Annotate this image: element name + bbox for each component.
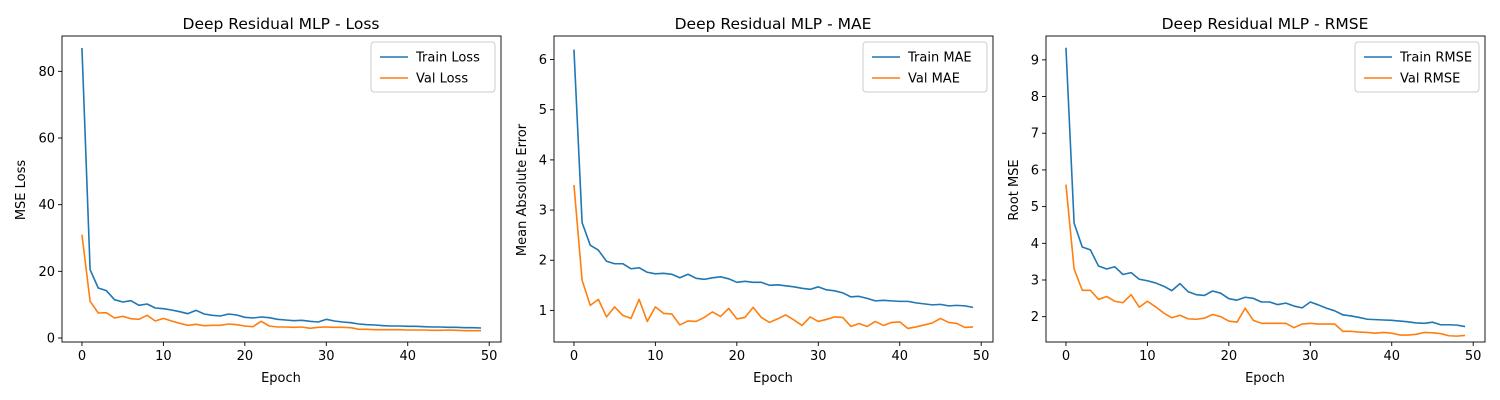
mae-legend: Train MAE Val MAE (862, 41, 988, 93)
mae-y-tick-label: 6 (539, 53, 547, 68)
rmse-x-tick-label: 0 (1062, 349, 1070, 364)
loss-legend-entry: Val Loss (416, 72, 468, 87)
rmse-legend-box (1354, 41, 1480, 93)
loss-chart-panel: Deep Residual MLP - Loss Epoch MSE Loss … (14, 15, 502, 386)
loss-axes-frame (61, 35, 502, 343)
rmse-y-tick-label: 2 (1031, 310, 1039, 325)
loss-x-tick-label: 40 (399, 349, 416, 364)
rmse-y-tick-label: 9 (1031, 53, 1039, 68)
mae-x-tick-label: 50 (973, 349, 990, 364)
loss-x-tick-label: 20 (237, 349, 254, 364)
loss-x-tick-label: 10 (155, 349, 172, 364)
rmse-x-tick-label: 40 (1383, 349, 1400, 364)
rmse-y-axis-label: Root MSE (1007, 159, 1022, 220)
loss-chart-title: Deep Residual MLP - Loss (183, 15, 380, 33)
mae-axes-frame (553, 35, 994, 343)
mae-x-axis-label: Epoch (753, 371, 793, 386)
mae-chart-panel: Deep Residual MLP - MAE Epoch Mean Absol… (515, 15, 994, 386)
rmse-legend-entry: Val RMSE (1400, 72, 1460, 87)
rmse-y-tick-label: 7 (1031, 127, 1039, 142)
loss-x-tick-label: 0 (78, 349, 86, 364)
mae-legend-entry: Train MAE (907, 51, 972, 66)
loss-legend-entry: Train Loss (415, 51, 480, 66)
loss-y-tick-label: 0 (47, 332, 55, 347)
rmse-y-tick-label: 6 (1031, 163, 1039, 178)
mae-y-tick-label: 4 (539, 153, 547, 168)
loss-series-val-line (81, 234, 482, 332)
rmse-x-tick-label: 30 (1302, 349, 1319, 364)
loss-x-tick-label: 30 (318, 349, 335, 364)
loss-legend: Train Loss Val Loss (370, 41, 496, 93)
mae-x-tick-label: 20 (729, 349, 746, 364)
rmse-x-tick-label: 50 (1465, 349, 1482, 364)
loss-y-axis-label: MSE Loss (14, 160, 29, 221)
loss-y-tick-label: 60 (38, 132, 55, 147)
mae-x-tick-label: 0 (570, 349, 578, 364)
mae-y-tick-label: 1 (539, 304, 547, 319)
rmse-x-tick-label: 10 (1139, 349, 1156, 364)
loss-y-tick-label: 40 (38, 198, 55, 213)
mae-series-val-line (573, 184, 974, 330)
rmse-y-tick-label: 5 (1031, 200, 1039, 215)
loss-y-tick-label: 20 (38, 265, 55, 280)
mae-legend-box (862, 41, 988, 93)
mae-y-tick-label: 3 (539, 204, 547, 219)
mae-y-axis-label: Mean Absolute Error (515, 123, 530, 256)
loss-series-train-line (81, 47, 482, 329)
rmse-x-axis-label: Epoch (1245, 371, 1285, 386)
mae-y-tick-label: 5 (539, 103, 547, 118)
mae-series-train-line (573, 49, 974, 309)
loss-x-axis-label: Epoch (261, 371, 301, 386)
mae-x-tick-label: 10 (647, 349, 664, 364)
mae-legend-entry: Val MAE (908, 72, 960, 87)
loss-x-tick-label: 50 (481, 349, 498, 364)
loss-y-tick-label: 80 (38, 65, 55, 80)
rmse-x-tick-label: 20 (1221, 349, 1238, 364)
loss-legend-box (370, 41, 496, 93)
rmse-axes-frame (1045, 35, 1486, 343)
mae-x-tick-label: 30 (810, 349, 827, 364)
rmse-chart-title: Deep Residual MLP - RMSE (1162, 15, 1369, 33)
rmse-y-tick-label: 3 (1031, 273, 1039, 288)
rmse-chart-panel: Deep Residual MLP - RMSE Epoch Root MSE … (1007, 15, 1486, 386)
rmse-legend-entry: Train RMSE (1399, 51, 1472, 66)
rmse-series-val-line (1065, 184, 1466, 337)
mae-y-tick-label: 2 (539, 254, 547, 269)
rmse-y-tick-label: 8 (1031, 90, 1039, 105)
mae-x-tick-label: 40 (891, 349, 908, 364)
mae-chart-title: Deep Residual MLP - MAE (675, 15, 872, 33)
rmse-series-train-line (1065, 47, 1466, 328)
rmse-legend: Train RMSE Val RMSE (1354, 41, 1480, 93)
rmse-y-tick-label: 4 (1031, 237, 1039, 252)
